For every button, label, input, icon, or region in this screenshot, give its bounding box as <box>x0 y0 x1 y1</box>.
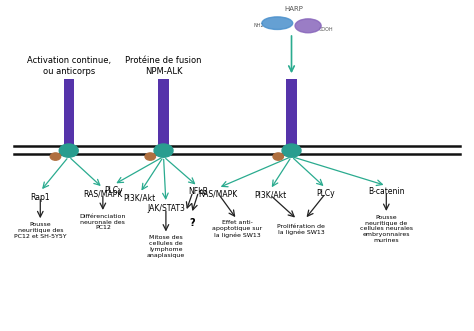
Text: HARP: HARP <box>284 6 303 12</box>
Text: Effet anti-
apoptotique sur
la lignée SW13: Effet anti- apoptotique sur la lignée SW… <box>212 220 262 238</box>
Circle shape <box>273 153 283 160</box>
Circle shape <box>154 144 173 157</box>
Ellipse shape <box>295 19 321 33</box>
Text: PI3K/Akt: PI3K/Akt <box>124 194 156 203</box>
Text: Mitose des
cellules de
lymphome
anaplasique: Mitose des cellules de lymphome anaplasi… <box>147 235 185 258</box>
Text: PLCy: PLCy <box>316 189 335 198</box>
Text: NH2: NH2 <box>253 23 264 28</box>
Text: B-catenin: B-catenin <box>368 187 405 196</box>
FancyBboxPatch shape <box>64 79 74 146</box>
Text: PLCy: PLCy <box>104 186 123 195</box>
Text: NFkB: NFkB <box>188 187 208 196</box>
Circle shape <box>145 153 155 160</box>
Text: PI3K/Akt: PI3K/Akt <box>254 191 286 200</box>
Text: Pousse
neuritique des
PC12 et SH-5Y5Y: Pousse neuritique des PC12 et SH-5Y5Y <box>14 222 67 239</box>
Text: Prolifération de
la lignée SW13: Prolifération de la lignée SW13 <box>277 224 325 235</box>
Text: RAS/MAPK: RAS/MAPK <box>199 189 237 198</box>
Text: Rap1: Rap1 <box>30 193 50 202</box>
FancyBboxPatch shape <box>158 79 169 146</box>
FancyBboxPatch shape <box>286 79 297 146</box>
Text: COOH: COOH <box>319 27 333 32</box>
Text: Pousse
neuritique de
cellules neurales
embryonnaires
murines: Pousse neuritique de cellules neurales e… <box>360 215 413 243</box>
Circle shape <box>59 144 78 157</box>
Circle shape <box>50 153 61 160</box>
Text: ?: ? <box>190 218 195 228</box>
Text: Protéine de fusion
NPM-ALK: Protéine de fusion NPM-ALK <box>125 56 202 76</box>
Circle shape <box>282 144 301 157</box>
Ellipse shape <box>262 17 292 29</box>
Text: JAK/STAT3: JAK/STAT3 <box>147 204 185 213</box>
Text: Activation continue,
ou anticorps: Activation continue, ou anticorps <box>27 56 111 76</box>
Text: Différenciation
neuronale des
PC12: Différenciation neuronale des PC12 <box>80 214 126 230</box>
Text: RAS/MAPK: RAS/MAPK <box>83 190 122 199</box>
